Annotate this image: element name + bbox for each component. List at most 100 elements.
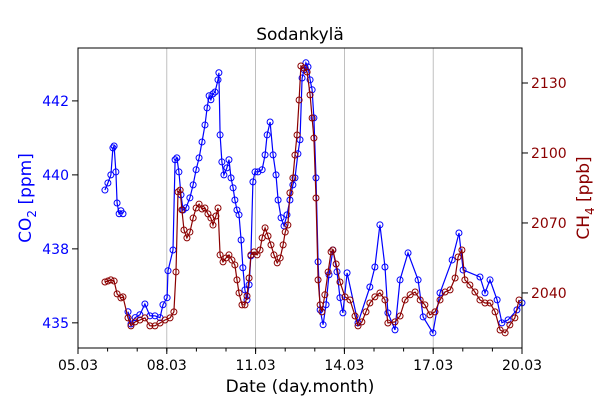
ch4-point bbox=[481, 299, 489, 307]
ch4-point bbox=[174, 188, 182, 196]
co2-point bbox=[175, 168, 183, 176]
ch4-point bbox=[238, 301, 246, 309]
ch4-point bbox=[243, 292, 251, 300]
ch4-point bbox=[506, 321, 514, 329]
ch4-point bbox=[127, 322, 135, 330]
co2-point bbox=[107, 171, 115, 179]
co2-point bbox=[336, 294, 344, 302]
co2-point bbox=[192, 166, 200, 174]
ch4-point bbox=[101, 278, 109, 286]
ch4-point bbox=[454, 253, 462, 261]
ch4-point bbox=[316, 301, 324, 309]
co2-point bbox=[384, 309, 392, 317]
ch4-point bbox=[180, 226, 188, 234]
ch4-point bbox=[195, 200, 203, 208]
ch4-point bbox=[186, 228, 194, 236]
co2-point bbox=[261, 151, 269, 159]
co2-point bbox=[263, 131, 271, 139]
ch4-point bbox=[354, 322, 362, 330]
ch4-point bbox=[212, 212, 220, 220]
co2-point bbox=[235, 211, 243, 219]
ch4-point bbox=[201, 204, 209, 212]
co2-point bbox=[207, 96, 215, 104]
chart-title: Sodankylä bbox=[256, 25, 344, 45]
co2-point bbox=[251, 168, 259, 176]
ch4-point bbox=[295, 96, 303, 104]
ch4-point bbox=[362, 308, 370, 316]
co2-point bbox=[249, 178, 257, 186]
co2-point bbox=[218, 158, 226, 166]
x-tick-label: 05.03 bbox=[58, 358, 98, 374]
co2-point bbox=[455, 229, 463, 237]
co2-point bbox=[223, 164, 231, 172]
co2-point bbox=[171, 156, 179, 164]
co2-point bbox=[113, 199, 121, 207]
co2-point bbox=[274, 196, 282, 204]
co2-point bbox=[209, 90, 217, 98]
ch4-point bbox=[156, 319, 164, 327]
co2-point bbox=[225, 156, 233, 164]
co2-point bbox=[112, 168, 120, 176]
ch4-point bbox=[476, 296, 484, 304]
ch4-point bbox=[131, 318, 139, 326]
x-tick-label: 20.03 bbox=[502, 358, 542, 374]
x-tick-label: 11.03 bbox=[236, 358, 276, 374]
ch4-point bbox=[225, 251, 233, 259]
ch4-point bbox=[241, 301, 249, 309]
co2-point bbox=[396, 276, 404, 284]
ch4-point bbox=[381, 296, 389, 304]
ch4-point bbox=[256, 246, 264, 254]
co2-point bbox=[493, 296, 501, 304]
co2-point bbox=[269, 151, 277, 159]
ch4-point bbox=[458, 246, 466, 254]
co2-point bbox=[429, 329, 437, 337]
ch4-point bbox=[371, 293, 379, 301]
co2-point bbox=[110, 142, 118, 150]
ch4-point bbox=[336, 278, 344, 286]
ch4-point bbox=[396, 312, 404, 320]
ch4-point bbox=[332, 260, 340, 268]
co2-point bbox=[272, 171, 280, 179]
co2-point bbox=[266, 118, 274, 126]
co2-point bbox=[298, 74, 306, 82]
co2-point bbox=[205, 92, 213, 100]
ch4-point bbox=[421, 301, 429, 309]
ch4-point bbox=[245, 274, 253, 282]
ch4-point bbox=[327, 248, 335, 256]
co2-point bbox=[476, 273, 484, 281]
ch4-point bbox=[312, 194, 320, 202]
ch4-point bbox=[306, 91, 314, 99]
co2-point bbox=[376, 221, 384, 229]
ch4-point bbox=[119, 293, 127, 301]
y-axis-right: 2040 2070 2100 2130 bbox=[522, 76, 567, 302]
ch4-point bbox=[358, 318, 366, 326]
ch4-point bbox=[321, 291, 329, 299]
co2-point bbox=[109, 144, 117, 152]
x-axis: 05.03 08.03 11.03 14.03 17.03 20.03 bbox=[58, 348, 542, 374]
ch4-point bbox=[253, 251, 261, 259]
x-tick-label: 08.03 bbox=[147, 358, 187, 374]
ch4-point bbox=[486, 299, 494, 307]
co2-point bbox=[391, 326, 399, 334]
co2-point bbox=[159, 301, 167, 309]
co2-point bbox=[173, 154, 181, 162]
co2-point bbox=[195, 154, 203, 162]
co2-point bbox=[283, 211, 291, 219]
ch4-point bbox=[436, 296, 444, 304]
x-tick-label: 14.03 bbox=[324, 358, 364, 374]
co2-point bbox=[481, 289, 489, 297]
co2-point bbox=[381, 263, 389, 271]
co2-point bbox=[127, 320, 135, 328]
ch4-point bbox=[426, 311, 434, 319]
ch4-point bbox=[216, 251, 224, 259]
ch4-point bbox=[146, 322, 154, 330]
co2-point bbox=[371, 263, 379, 271]
co2-point bbox=[304, 63, 312, 71]
ch4-point bbox=[264, 232, 272, 240]
ch4-point bbox=[491, 308, 499, 316]
series-ch4 bbox=[101, 62, 523, 337]
y-left-tick-label: 440 bbox=[42, 168, 69, 184]
ch4-point bbox=[228, 256, 236, 264]
ch4-point bbox=[329, 246, 337, 254]
ch4-point bbox=[231, 261, 239, 269]
